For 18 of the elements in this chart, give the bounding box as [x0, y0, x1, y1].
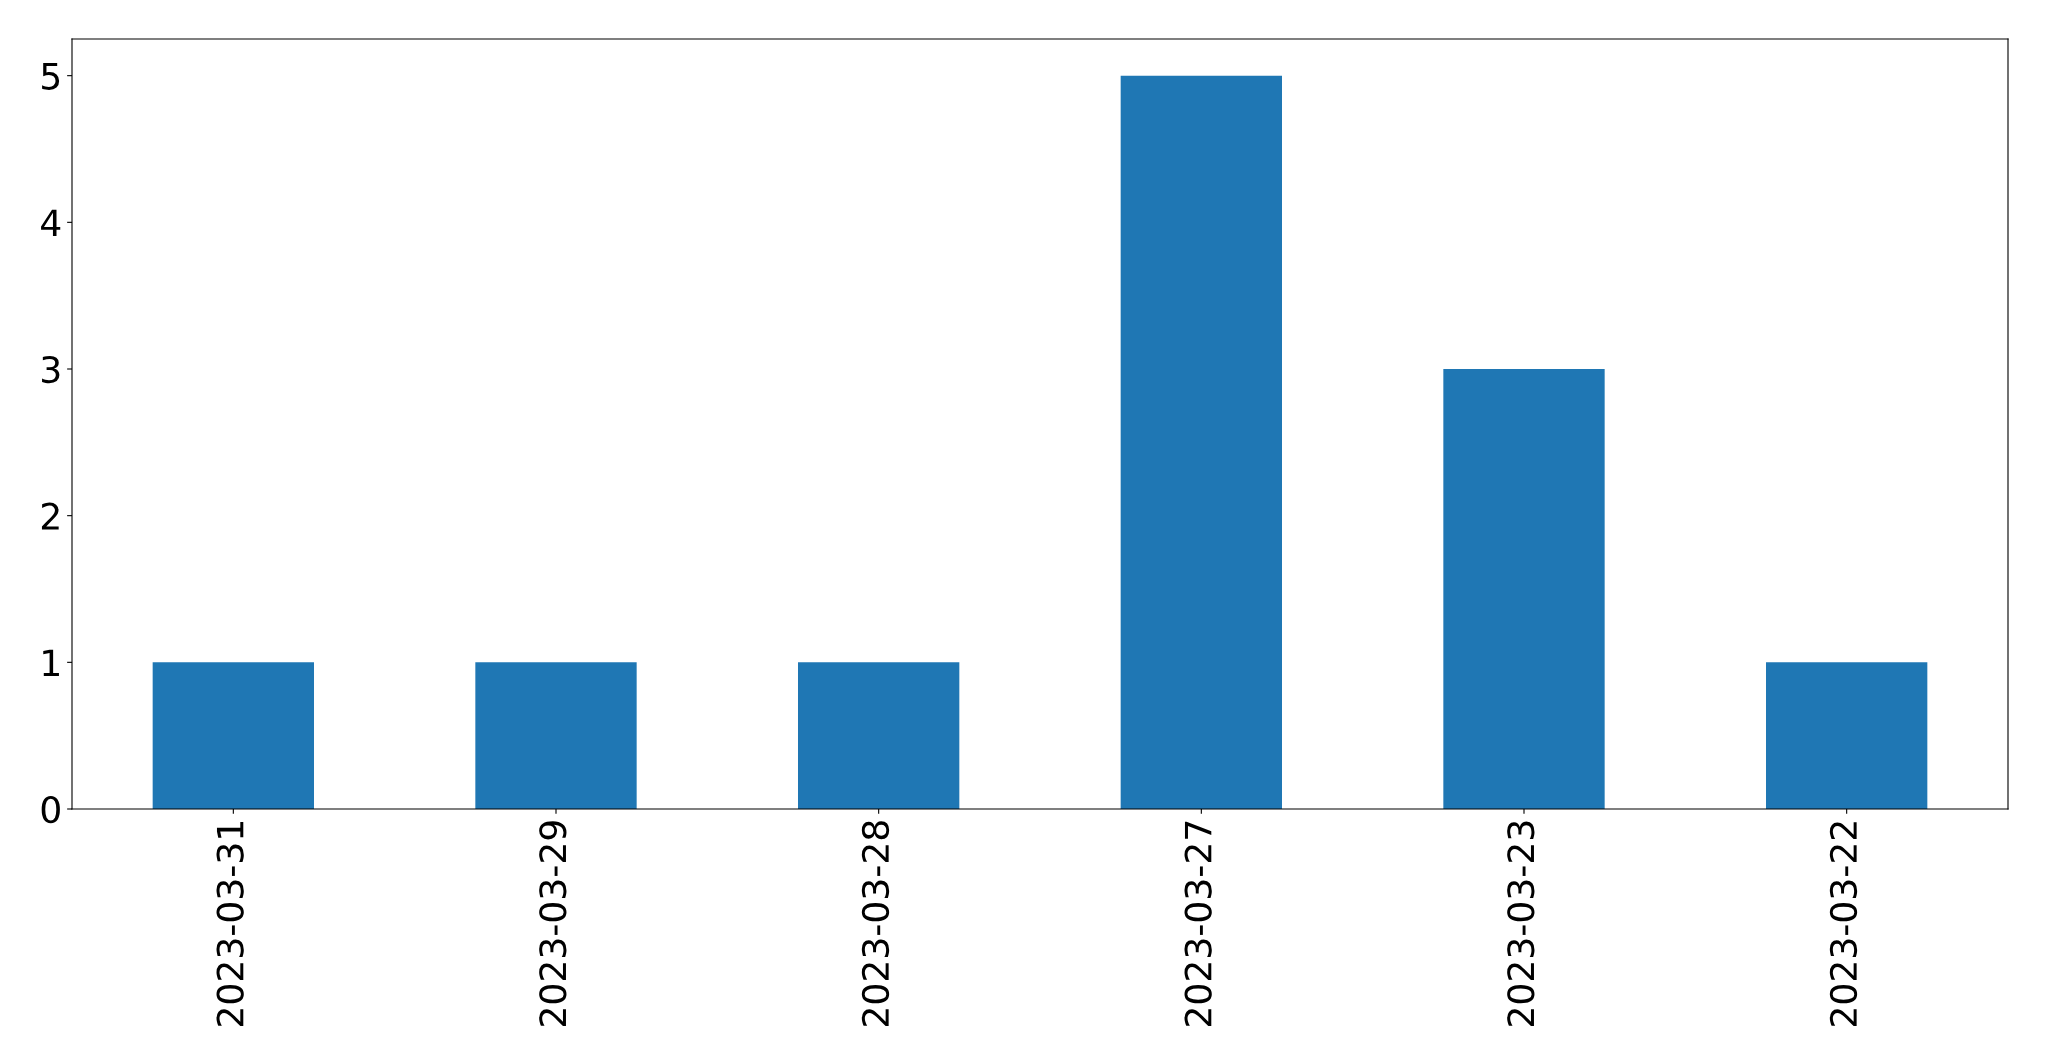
bar — [1443, 369, 1605, 809]
bar — [475, 662, 637, 809]
bar — [1120, 75, 1282, 809]
bar — [152, 662, 314, 809]
x-tick-label: 2023-03-23 — [1507, 821, 1535, 1026]
y-tick-label: 4 — [41, 209, 61, 237]
bar — [1766, 662, 1928, 809]
x-tick-label: 2023-03-22 — [1829, 822, 1858, 1026]
y-tick-label: 5 — [42, 63, 60, 90]
x-tick-label: 2023-03-29 — [539, 821, 567, 1026]
x-tick-label: 2023-03-27 — [1184, 821, 1212, 1026]
bar — [798, 662, 960, 809]
x-tick-label: 2023-03-31 — [216, 822, 244, 1026]
y-tick-label: 1 — [43, 649, 59, 677]
y-tick-label: 3 — [42, 355, 60, 384]
x-tick-label: 2023-03-28 — [861, 821, 890, 1026]
y-tick-label: 2 — [41, 502, 59, 530]
y-tick-label: 0 — [41, 795, 60, 824]
